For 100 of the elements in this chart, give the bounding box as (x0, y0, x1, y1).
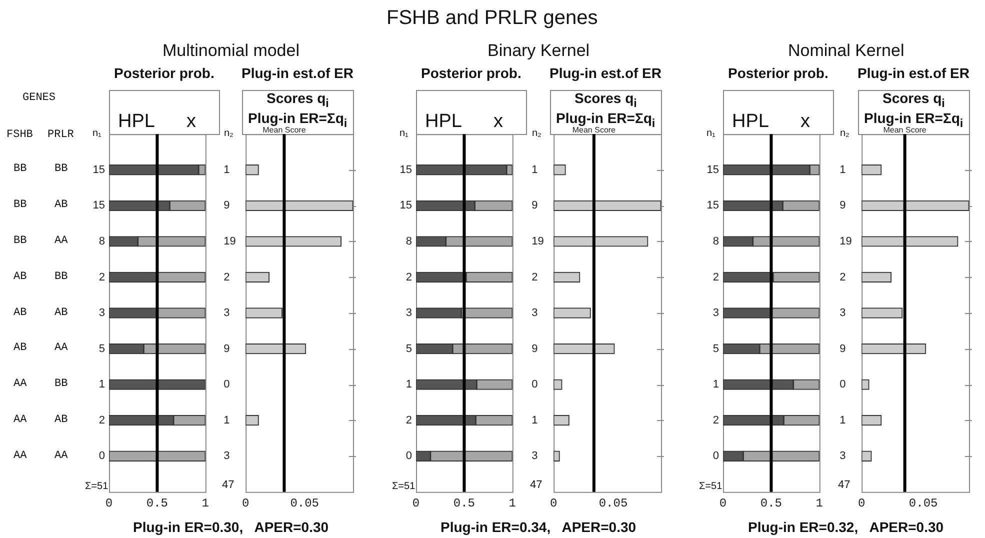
y-tick-label: 2 (224, 271, 230, 284)
text: BB (54, 378, 68, 390)
text: FSHB (6, 128, 33, 140)
y-tick-label: 3 (224, 450, 230, 462)
x-tick-label: 0.5 (453, 496, 476, 510)
x-tick-label: 1 (202, 496, 209, 510)
text: Plug-in ER=0.30, APER=0.30 (133, 519, 329, 535)
y-tick-label: 9 (532, 200, 538, 212)
text: Σ=51 (392, 480, 416, 492)
ref-line-label: Mean Score (883, 125, 927, 134)
y-tick-label: 15 (400, 200, 412, 212)
chart-subtitle: Scores q$_{i}$ (882, 90, 945, 110)
y-tick-label: 19 (840, 235, 852, 248)
chart-subtitle: Scores q$_{i}$ (266, 90, 329, 110)
y-tick-label: 3 (712, 307, 719, 320)
text: AA (14, 378, 27, 390)
y-axis-title: n₂ (840, 128, 850, 139)
y-tick-label: 9 (840, 342, 846, 355)
x-tick-label: 0 (550, 496, 558, 510)
y-tick-label: 2 (98, 414, 105, 426)
x-tick-label: 0 (242, 496, 250, 510)
chart-subtitle: Posterior prob. (728, 65, 828, 81)
text: AA (54, 342, 68, 354)
chart-title: Plug-in est.of ER (242, 65, 354, 81)
y-tick-label: 9 (224, 200, 230, 212)
y-tick-label: 15 (706, 164, 719, 176)
text: 47 (222, 479, 234, 492)
y-axis-title: n₁ (400, 128, 408, 139)
text: BB (54, 163, 68, 176)
y-tick-label: 1 (532, 164, 538, 176)
ref-line-label: Mean Score (572, 125, 616, 134)
x-tick-label: 0.5 (146, 496, 168, 510)
y-tick-label: 3 (840, 307, 846, 320)
y-tick-label: 19 (224, 235, 236, 248)
y-tick-label: 2 (712, 414, 719, 426)
y-tick-label: 1 (840, 164, 846, 176)
text: BB (14, 163, 27, 176)
y-tick-label: 3 (98, 307, 105, 320)
text: PRLR (48, 128, 74, 140)
chart-title: Nominal Kernel (788, 40, 904, 60)
x-tick-label: 0.5 (760, 496, 782, 510)
chart-subtitle: Posterior prob. (114, 65, 214, 81)
y-tick-label: 2 (712, 271, 719, 284)
y-tick-label: 2 (98, 271, 105, 284)
ref-line-label: Mean Score (262, 125, 306, 134)
text: AB (54, 199, 68, 212)
series-label: HPL (425, 110, 462, 132)
y-tick-label: 9 (840, 200, 846, 212)
y-tick-label: 15 (92, 164, 105, 176)
text: 47 (838, 479, 850, 492)
x-tick-label: 0.05 (598, 496, 628, 510)
y-tick-label: 1 (224, 414, 230, 426)
text: Σ=51 (85, 480, 108, 492)
y-tick-label: 2 (406, 414, 412, 426)
chart-subtitle: Scores q$_{i}$ (574, 90, 637, 110)
y-tick-label: 9 (532, 342, 538, 355)
text: AA (14, 450, 27, 462)
y-tick-label: 5 (712, 342, 719, 355)
y-tick-label: 8 (712, 235, 719, 248)
text: AB (14, 270, 27, 283)
y-tick-label: 1 (712, 378, 719, 391)
y-tick-label: 15 (706, 200, 719, 212)
y-axis-title: n₂ (224, 128, 234, 139)
chart-title: Plug-in est.of ER (550, 65, 662, 81)
text: BB (14, 199, 27, 212)
chart-title: Binary Kernel (488, 40, 590, 60)
chart-title: Multinomial model (162, 40, 300, 60)
y-tick-label: 0 (532, 378, 538, 391)
text: FSHB and PRLR genes (386, 7, 598, 29)
y-tick-label: 1 (98, 378, 105, 391)
x-tick-label: 0.05 (290, 496, 320, 510)
text: AA (54, 234, 68, 247)
y-tick-label: 5 (98, 342, 105, 355)
y-tick-label: 1 (532, 414, 538, 426)
y-tick-label: 3 (406, 307, 412, 320)
y-tick-label: 9 (224, 342, 230, 355)
text: 47 (530, 479, 542, 492)
series-label: x (800, 110, 810, 132)
y-tick-label: 3 (532, 307, 538, 320)
y-tick-label: 0 (98, 450, 105, 462)
x-tick-label: 0.05 (908, 496, 938, 510)
y-tick-label: 0 (224, 378, 230, 391)
text: AB (14, 306, 27, 318)
series-label: x (494, 110, 503, 132)
y-tick-label: 2 (532, 271, 538, 284)
text: AA (14, 414, 27, 426)
y-tick-label: 0 (406, 450, 412, 462)
chart-title: Plug-in est.of ER (858, 65, 970, 81)
y-tick-label: 3 (224, 307, 230, 320)
y-tick-label: 1 (406, 378, 412, 391)
text: Plug-in ER=0.32, APER=0.30 (748, 519, 944, 535)
y-tick-label: 3 (532, 450, 538, 462)
y-tick-label: 8 (406, 235, 412, 248)
y-tick-label: 15 (92, 200, 105, 212)
text: AB (54, 306, 68, 318)
y-axis-title: n₁ (92, 128, 102, 139)
y-tick-label: 2 (840, 271, 846, 284)
chart-subtitle: Posterior prob. (421, 65, 522, 81)
x-tick-label: 1 (508, 496, 516, 510)
text: AA (54, 450, 68, 462)
